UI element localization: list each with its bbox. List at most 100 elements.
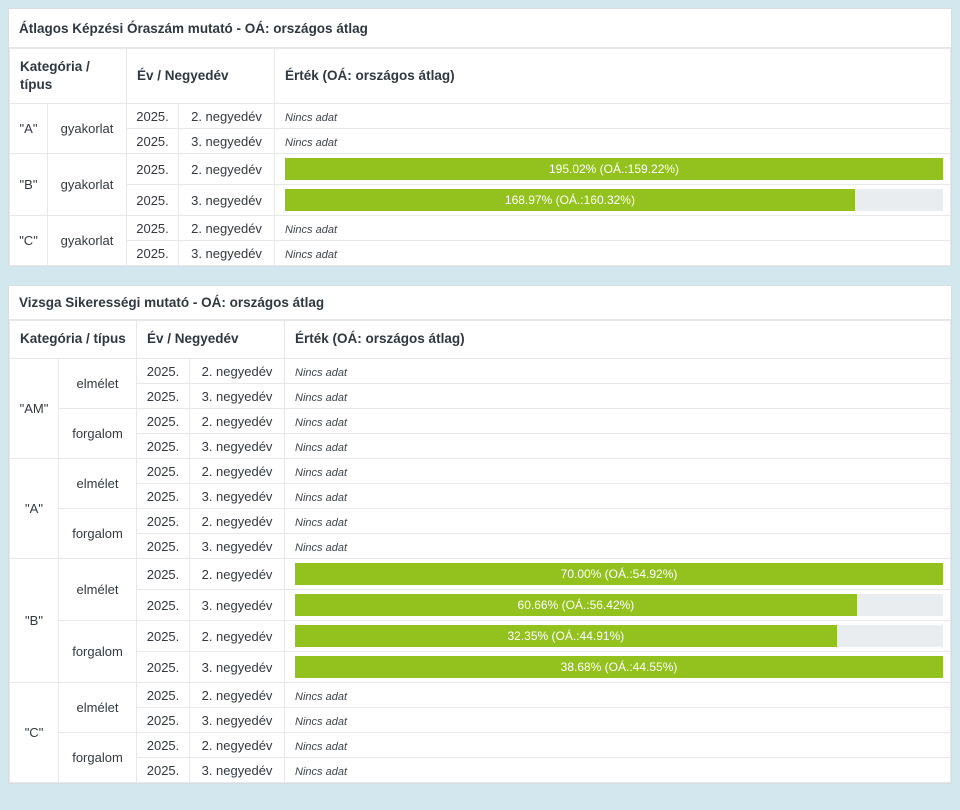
exam-success-table: Kategória / típus Év / Negyedév Érték (O… [8, 320, 951, 783]
quarter-cell: 3. negyedév [189, 533, 286, 559]
column-header-period: Év / Negyedév [126, 48, 276, 104]
quarter-cell: 3. negyedév [189, 651, 286, 683]
value-bar-track: 38.68% (OÁ.:44.55%) [295, 656, 943, 678]
table-row: forgalom 2025. 2. negyedév Nincs adat [10, 508, 951, 559]
year-cell: 2025. [136, 358, 191, 384]
value-cell: Nincs adat [284, 508, 951, 534]
no-data-label: Nincs adat [295, 491, 348, 504]
value-bar: 38.68% (OÁ.:44.55%) [295, 656, 943, 678]
value-bar-label: 70.00% (OÁ.:54.92%) [560, 567, 678, 581]
value-cell: Nincs adat [284, 732, 951, 758]
year-cell: 2025. [126, 240, 180, 266]
quarter-cell: 3. negyedév [189, 433, 286, 459]
category-cell: "A" [9, 103, 48, 154]
category-cell: "AM" [9, 358, 59, 459]
value-cell: Nincs adat [284, 458, 951, 484]
quarter-cell: 3. negyedév [178, 240, 276, 266]
value-bar-track: 70.00% (OÁ.:54.92%) [295, 563, 943, 585]
quarter-cell: 2. negyedév [189, 682, 286, 708]
value-cell: Nincs adat [284, 682, 951, 708]
no-data-label: Nincs adat [295, 715, 348, 728]
no-data-label: Nincs adat [295, 441, 348, 454]
value-cell: Nincs adat [284, 707, 951, 733]
year-cell: 2025. [136, 620, 191, 652]
value-cell: Nincs adat [274, 128, 951, 154]
no-data-label: Nincs adat [295, 541, 348, 554]
value-cell: Nincs adat [274, 103, 951, 129]
type-cell: gyakorlat [46, 103, 128, 154]
type-cell: gyakorlat [46, 153, 128, 216]
table-header-row: Kategória / típus Év / Negyedév Érték (O… [8, 48, 951, 104]
year-cell: 2025. [136, 408, 191, 434]
value-cell: Nincs adat [274, 215, 951, 241]
no-data-label: Nincs adat [295, 391, 348, 404]
value-cell: Nincs adat [284, 483, 951, 509]
table-row: 2025. 3. negyedév Nincs adat [10, 433, 951, 459]
category-cell: "A" [9, 458, 59, 559]
value-cell: Nincs adat [274, 240, 951, 266]
value-cell: Nincs adat [284, 433, 951, 459]
no-data-label: Nincs adat [285, 136, 338, 149]
table-row: 2025. 3. negyedév Nincs adat [10, 533, 951, 559]
type-cell: forgalom [57, 508, 138, 559]
category-cell: "C" [9, 682, 59, 783]
year-cell: 2025. [136, 458, 191, 484]
quarter-cell: 2. negyedév [189, 558, 286, 590]
quarter-cell: 2. negyedév [178, 103, 276, 129]
column-header-category: Kategória / típus [8, 320, 138, 359]
column-header-period: Év / Negyedév [136, 320, 286, 359]
value-bar-label: 60.66% (OÁ.:56.42%) [517, 598, 635, 612]
panel-title-training-hours: Átlagos Képzési Óraszám mutató - OÁ: ors… [9, 9, 951, 48]
quarter-cell: 3. negyedév [178, 184, 276, 216]
year-cell: 2025. [126, 153, 180, 185]
table-header-row: Kategória / típus Év / Negyedév Érték (O… [8, 320, 951, 359]
table-row: "A" gyakorlat 2025. 2. negyedév Nincs adat [9, 103, 951, 154]
quarter-cell: 3. negyedév [189, 483, 286, 509]
table-row: 2025. 3. negyedév Nincs adat [10, 383, 951, 409]
no-data-label: Nincs adat [285, 248, 338, 261]
value-cell: 38.68% (OÁ.:44.55%) [284, 651, 951, 683]
value-bar-label: 168.97% (OÁ.:160.32%) [504, 193, 635, 207]
value-bar: 168.97% (OÁ.:160.32%) [285, 189, 855, 211]
quarter-cell: 2. negyedév [189, 358, 286, 384]
table-row: 2025. 3. negyedév Nincs adat [10, 757, 951, 783]
category-cell: "C" [9, 215, 48, 266]
table-row: 2025. 3. negyedév Nincs adat [10, 128, 951, 154]
table-row: "C" gyakorlat 2025. 2. negyedév Nincs adat [9, 215, 951, 266]
panel-training-hours: Átlagos Képzési Óraszám mutató - OÁ: ors… [8, 8, 952, 267]
no-data-label: Nincs adat [295, 466, 348, 479]
column-header-value: Érték (OÁ: országos átlag) [284, 320, 951, 359]
year-cell: 2025. [136, 433, 191, 459]
no-data-label: Nincs adat [295, 516, 348, 529]
value-bar-label: 32.35% (OÁ.:44.91%) [507, 629, 625, 643]
year-cell: 2025. [136, 558, 191, 590]
year-cell: 2025. [126, 103, 180, 129]
quarter-cell: 2. negyedév [189, 458, 286, 484]
table-row: 2025. 3. negyedév Nincs adat [10, 483, 951, 509]
value-bar-track: 195.02% (OÁ.:159.22%) [285, 158, 943, 180]
value-cell: Nincs adat [284, 358, 951, 384]
value-cell: Nincs adat [284, 533, 951, 559]
quarter-cell: 2. negyedév [189, 732, 286, 758]
value-bar: 32.35% (OÁ.:44.91%) [295, 625, 837, 647]
panel-title-exam-success: Vizsga Sikerességi mutató - OÁ: országos… [9, 286, 951, 320]
type-cell: elmélet [57, 458, 138, 509]
table-row: 2025. 3. negyedév 60.66% (OÁ.:56.42%) [10, 589, 951, 621]
year-cell: 2025. [136, 533, 191, 559]
value-cell: 32.35% (OÁ.:44.91%) [284, 620, 951, 652]
category-cell: "B" [9, 558, 59, 683]
value-bar-track: 168.97% (OÁ.:160.32%) [285, 189, 943, 211]
year-cell: 2025. [126, 184, 180, 216]
value-bar: 60.66% (OÁ.:56.42%) [295, 594, 857, 616]
value-cell: 60.66% (OÁ.:56.42%) [284, 589, 951, 621]
column-header-value: Érték (OÁ: országos átlag) [274, 48, 951, 104]
quarter-cell: 2. negyedév [189, 408, 286, 434]
type-cell: elmélet [57, 682, 138, 733]
table-row: "A" elmélet 2025. 2. negyedév Nincs adat [9, 458, 951, 559]
year-cell: 2025. [136, 732, 191, 758]
type-cell: elmélet [57, 358, 138, 409]
no-data-label: Nincs adat [295, 416, 348, 429]
type-cell: forgalom [57, 620, 138, 683]
quarter-cell: 3. negyedév [189, 757, 286, 783]
no-data-label: Nincs adat [285, 111, 338, 124]
